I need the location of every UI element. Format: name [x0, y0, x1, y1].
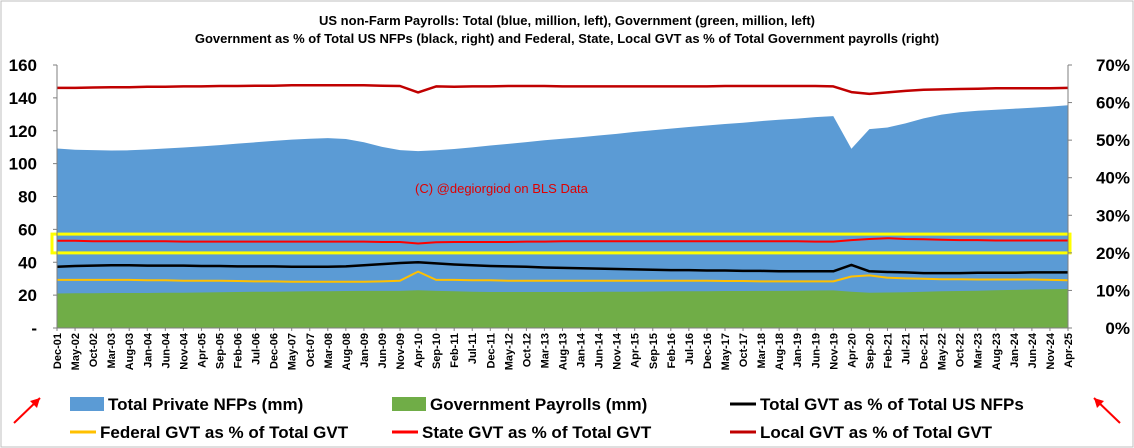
- x-tick-label: Nov-19: [828, 333, 840, 370]
- x-tick-label: May-17: [720, 333, 732, 370]
- x-tick-label: Mar-08: [323, 333, 335, 368]
- x-tick-label: Mar-18: [756, 333, 768, 368]
- y-right-tick-label: 40%: [1096, 169, 1130, 188]
- legend-swatch-1: [392, 397, 426, 411]
- plot-area: - 20 40 60 80 100 120 140 160 0% 10% 20% 30% 40% 50% 60…: [9, 56, 1130, 370]
- chart-title: US non-Farm Payrolls: Total (blue, milli…: [319, 13, 815, 28]
- y-left-tick-label: 80: [18, 188, 37, 207]
- x-tick-label: Jun-04: [160, 332, 172, 368]
- x-tick-label: Dec-01: [52, 333, 64, 369]
- x-tick-label: Sep-10: [431, 333, 443, 369]
- y-right-tick-label: 0%: [1105, 319, 1130, 338]
- x-tick-label: Dec-16: [702, 333, 714, 369]
- x-tick-label: Oct-07: [305, 333, 317, 367]
- x-tick-label: Oct-17: [738, 333, 750, 367]
- x-tick-label: Jul-06: [251, 333, 263, 365]
- highlight-box: [50, 232, 1072, 255]
- x-tick-label: Feb-16: [666, 333, 678, 368]
- x-tick-label: Dec-21: [919, 333, 931, 369]
- x-tick-label: Jul-11: [467, 333, 479, 364]
- x-tick-label: Apr-05: [196, 333, 208, 368]
- x-tick-label: Apr-15: [630, 333, 642, 368]
- right-red-arrow-head: [1094, 398, 1104, 408]
- x-tick-label: Sep-05: [215, 333, 227, 369]
- y-left-tick-label: 40: [18, 253, 37, 272]
- legend-label-0: Total Private NFPs (mm): [108, 395, 303, 414]
- x-tick-label: Apr-10: [413, 333, 425, 368]
- y-right-tick-label: 10%: [1096, 281, 1130, 300]
- x-tick-label: Jun-14: [594, 332, 606, 368]
- x-tick-label: Aug-03: [124, 333, 136, 370]
- series-line-3: [57, 270, 1069, 283]
- x-tick-label: Jan-24: [1009, 332, 1021, 368]
- x-tick-label: Oct-02: [88, 333, 100, 367]
- x-tick-label: Jun-19: [810, 333, 822, 368]
- y-right-tick-label: 30%: [1096, 206, 1130, 225]
- x-tick-label: Nov-14: [612, 332, 624, 370]
- x-tick-label: Oct-12: [521, 333, 533, 367]
- y-right-tick-label: 70%: [1096, 56, 1130, 75]
- x-tick-label: Jul-21: [901, 333, 913, 365]
- x-tick-label: May-22: [937, 333, 949, 370]
- x-tick-label: Mar-03: [106, 333, 118, 368]
- x-tick-label: Jan-04: [142, 332, 154, 368]
- y-right-tick-label: 50%: [1096, 131, 1130, 150]
- x-tick-label: Feb-06: [233, 333, 245, 368]
- legend-label-2: Total GVT as % of Total US NFPs: [760, 395, 1024, 414]
- x-tick-label: Aug-23: [991, 333, 1003, 370]
- x-tick-label: Dec-06: [269, 333, 281, 369]
- x-tick-label: Aug-13: [558, 333, 570, 370]
- x-tick-label: Jun-09: [377, 333, 389, 368]
- legend-swatch-0: [70, 397, 104, 411]
- x-tick-label: Jan-14: [576, 332, 588, 368]
- x-tick-label: Aug-18: [774, 333, 786, 370]
- left-red-arrow-head: [30, 398, 40, 408]
- x-tick-label: Mar-23: [973, 333, 985, 368]
- x-tick-label: May-12: [503, 333, 515, 370]
- x-tick-label: Jan-19: [792, 333, 804, 368]
- y-left-tick-label: 100: [9, 155, 37, 174]
- x-tick-label: Sep-20: [864, 333, 876, 369]
- x-tick-label: Jul-16: [684, 333, 696, 365]
- y-left-tick-label: 120: [9, 122, 37, 141]
- chart-subtitle: Government as % of Total US NFPs (black,…: [195, 31, 939, 46]
- y-left-tick-label: 140: [9, 89, 37, 108]
- y-left-tick-label: 20: [18, 286, 37, 305]
- x-tick-label: Oct-22: [955, 333, 967, 367]
- x-tick-label: Jan-09: [359, 333, 371, 368]
- legend-label-3: Federal GVT as % of Total GVT: [100, 423, 349, 442]
- x-tick-label: Aug-08: [341, 333, 353, 370]
- y-left-tick-label: -: [31, 319, 37, 338]
- x-tick-label: Nov-09: [395, 333, 407, 370]
- series-line-5: [57, 84, 1069, 96]
- x-tick-label: Nov-04: [178, 332, 190, 370]
- x-tick-label: Mar-13: [539, 333, 551, 368]
- series-line-4: [57, 237, 1068, 245]
- x-tick-label: Nov-24: [1045, 332, 1057, 370]
- x-tick-label: Apr-25: [1063, 333, 1075, 368]
- y-right-tick-label: 20%: [1096, 244, 1130, 263]
- x-tick-label: Feb-11: [449, 333, 461, 368]
- x-tick-label: Apr-20: [846, 333, 858, 368]
- x-tick-label: Feb-21: [883, 333, 895, 368]
- x-tick-label: Dec-11: [485, 333, 497, 368]
- x-tick-label: May-02: [70, 333, 82, 370]
- series-area-1: [57, 289, 1068, 328]
- series-line-2: [56, 261, 1068, 275]
- x-tick-label: May-07: [287, 333, 299, 370]
- copyright-annotation: (C) @degiorgiod on BLS Data: [415, 181, 589, 196]
- y-left-tick-label: 60: [18, 220, 37, 239]
- legend-label-5: Local GVT as % of Total GVT: [760, 423, 993, 442]
- legend-label-1: Government Payrolls (mm): [430, 395, 647, 414]
- x-tick-label: Jun-24: [1027, 332, 1039, 368]
- x-tick-label: Sep-15: [648, 333, 660, 369]
- legend-label-4: State GVT as % of Total GVT: [422, 423, 652, 442]
- y-right-tick-label: 60%: [1096, 94, 1130, 113]
- legend: Total Private NFPs (mm) Government Payrol…: [70, 395, 1024, 442]
- y-left-tick-label: 160: [9, 56, 37, 75]
